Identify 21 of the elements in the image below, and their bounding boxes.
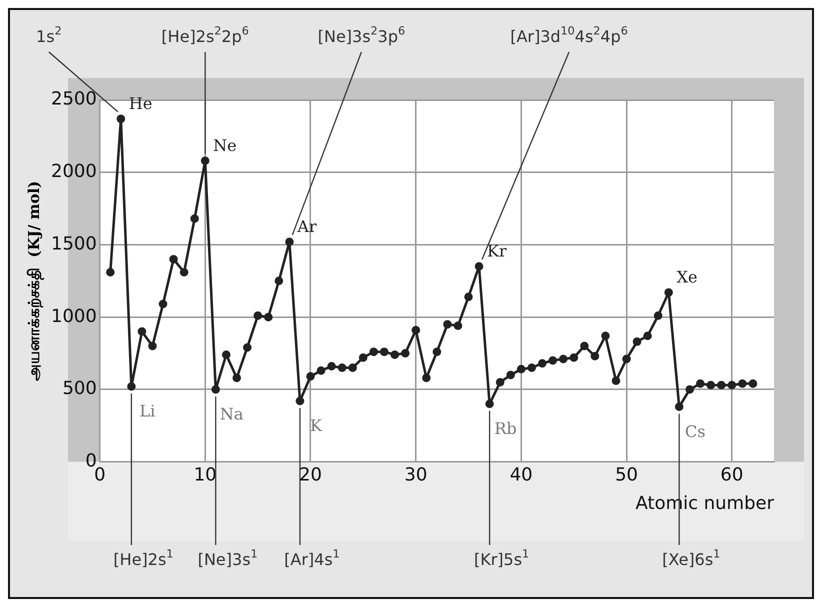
annotation: Ne — [213, 136, 237, 155]
annotation: Li — [140, 402, 156, 421]
annotation: He — [128, 94, 152, 113]
x-tick-label: 30 — [404, 464, 428, 486]
annotation: Cs — [684, 422, 706, 441]
annotation: Xe — [676, 268, 698, 287]
y-tick-label: 0 — [85, 450, 97, 472]
y-tick-label: 500 — [62, 378, 97, 400]
x-tick-label: 60 — [720, 464, 744, 486]
annotation: Rb — [494, 419, 517, 438]
annotation: Kr — [487, 242, 507, 261]
y-axis-title: அயனாக்கற்சக்தி (KJ/ mol) — [24, 180, 44, 381]
x-tick-label: 20 — [299, 464, 322, 486]
y-tick-label: 2500 — [50, 88, 97, 110]
x-tick-label: 40 — [510, 464, 533, 486]
annotation: Ar — [296, 216, 317, 236]
y-tick-label: 1000 — [50, 306, 97, 327]
y-tick-label: 2000 — [50, 161, 97, 182]
y-tick-label: 1500 — [50, 233, 97, 254]
x-tick-label: 50 — [615, 464, 638, 486]
annotation: Na — [220, 404, 244, 424]
